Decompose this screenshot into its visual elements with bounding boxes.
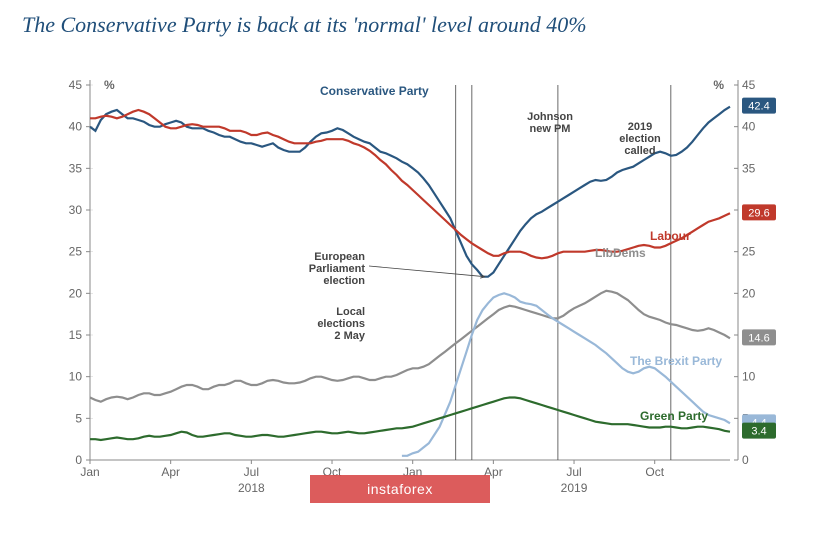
annotation: Johnson: [527, 111, 573, 123]
svg-text:10: 10: [69, 370, 83, 384]
chart: 005510101515202025253030353540404545%%Ja…: [40, 65, 780, 505]
svg-text:14.6: 14.6: [748, 332, 769, 344]
svg-text:40: 40: [69, 120, 83, 134]
series-label-brexit: The Brexit Party: [630, 354, 722, 368]
svg-text:%: %: [104, 78, 115, 92]
svg-text:35: 35: [742, 161, 756, 175]
svg-text:Jan: Jan: [80, 465, 99, 479]
svg-text:5: 5: [75, 411, 82, 425]
svg-text:42.4: 42.4: [748, 101, 769, 113]
annotation: new PM: [530, 123, 571, 135]
series-green: [90, 398, 730, 441]
annotation: Parliament: [309, 263, 366, 275]
svg-text:Oct: Oct: [645, 465, 664, 479]
svg-text:15: 15: [69, 328, 83, 342]
svg-text:40: 40: [742, 120, 756, 134]
annotation: 2 May: [334, 330, 365, 342]
svg-text:Jul: Jul: [566, 465, 581, 479]
watermark-text: instaforex: [367, 481, 433, 497]
svg-text:20: 20: [69, 286, 83, 300]
annotation: elections: [317, 318, 365, 330]
svg-text:45: 45: [742, 78, 756, 92]
annotation: called: [624, 145, 655, 157]
series-label-green: Green Party: [640, 409, 708, 423]
svg-text:35: 35: [69, 161, 83, 175]
svg-text:20: 20: [742, 286, 756, 300]
chart-svg: 005510101515202025253030353540404545%%Ja…: [40, 65, 780, 505]
series-brexit: [402, 293, 730, 456]
svg-text:30: 30: [69, 203, 83, 217]
svg-text:0: 0: [742, 453, 749, 467]
svg-text:%: %: [713, 78, 724, 92]
svg-text:45: 45: [69, 78, 83, 92]
annotation: European: [314, 251, 365, 263]
series-label-labour: Labour: [650, 229, 691, 243]
svg-text:10: 10: [742, 370, 756, 384]
svg-text:3.4: 3.4: [751, 426, 766, 438]
series-label-libdems: LibDems: [595, 246, 646, 260]
svg-text:Jul: Jul: [244, 465, 259, 479]
series-label-conservative: Conservative Party: [320, 84, 429, 98]
svg-text:29.6: 29.6: [748, 207, 769, 219]
annotation: 2019: [628, 121, 652, 133]
annotation: Local: [336, 306, 365, 318]
page-title: The Conservative Party is back at its 'n…: [22, 12, 587, 38]
svg-text:25: 25: [742, 245, 756, 259]
annotation: election: [619, 133, 661, 145]
svg-text:Apr: Apr: [161, 465, 180, 479]
svg-text:2019: 2019: [561, 481, 588, 495]
svg-text:2018: 2018: [238, 481, 265, 495]
series-libdems: [90, 291, 730, 402]
svg-text:25: 25: [69, 245, 83, 259]
annotation: election: [323, 275, 365, 287]
